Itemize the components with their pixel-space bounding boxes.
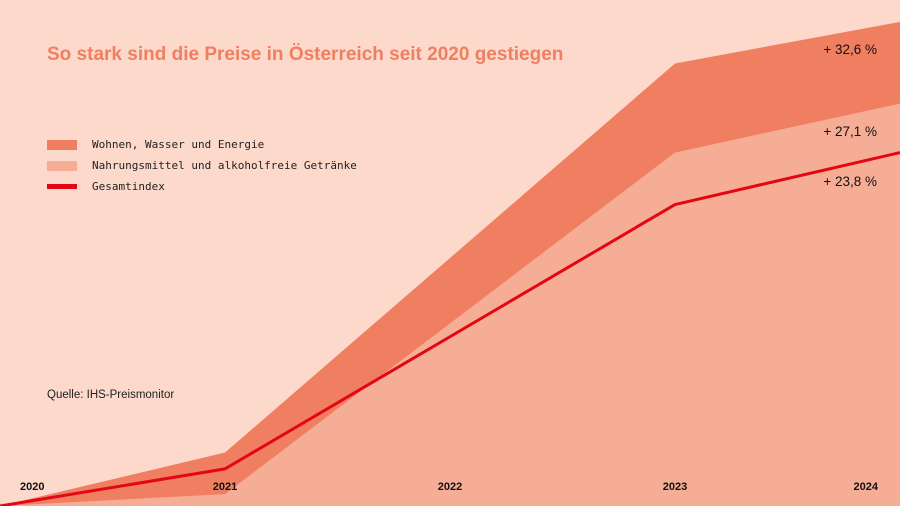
x-tick-label: 2020 bbox=[20, 481, 44, 493]
x-tick-label: 2021 bbox=[213, 481, 237, 493]
legend-swatch-food bbox=[47, 160, 77, 171]
legend-swatch-housing bbox=[47, 139, 77, 150]
source-note: Quelle: IHS-Preismonitor bbox=[47, 389, 175, 401]
legend-swatch-total bbox=[47, 184, 77, 189]
legend-label: Wohnen, Wasser und Energie bbox=[92, 138, 265, 151]
legend: Wohnen, Wasser und Energie Nahrungsmitte… bbox=[47, 134, 357, 197]
end-value-label: + 23,8 % bbox=[823, 174, 877, 189]
legend-label: Nahrungsmittel und alkoholfreie Getränke bbox=[92, 159, 357, 172]
legend-item-housing: Wohnen, Wasser und Energie bbox=[47, 134, 357, 155]
x-tick-label: 2022 bbox=[438, 481, 462, 493]
legend-label: Gesamtindex bbox=[92, 180, 165, 193]
end-value-label: + 27,1 % bbox=[823, 124, 877, 139]
legend-item-food: Nahrungsmittel und alkoholfreie Getränke bbox=[47, 155, 357, 176]
chart-title: So stark sind die Preise in Österreich s… bbox=[47, 44, 564, 65]
legend-item-total: Gesamtindex bbox=[47, 176, 357, 197]
line-total bbox=[0, 151, 900, 506]
x-tick-label: 2024 bbox=[854, 481, 879, 493]
end-value-label: + 32,6 % bbox=[823, 42, 877, 57]
x-tick-label: 2023 bbox=[663, 481, 687, 493]
